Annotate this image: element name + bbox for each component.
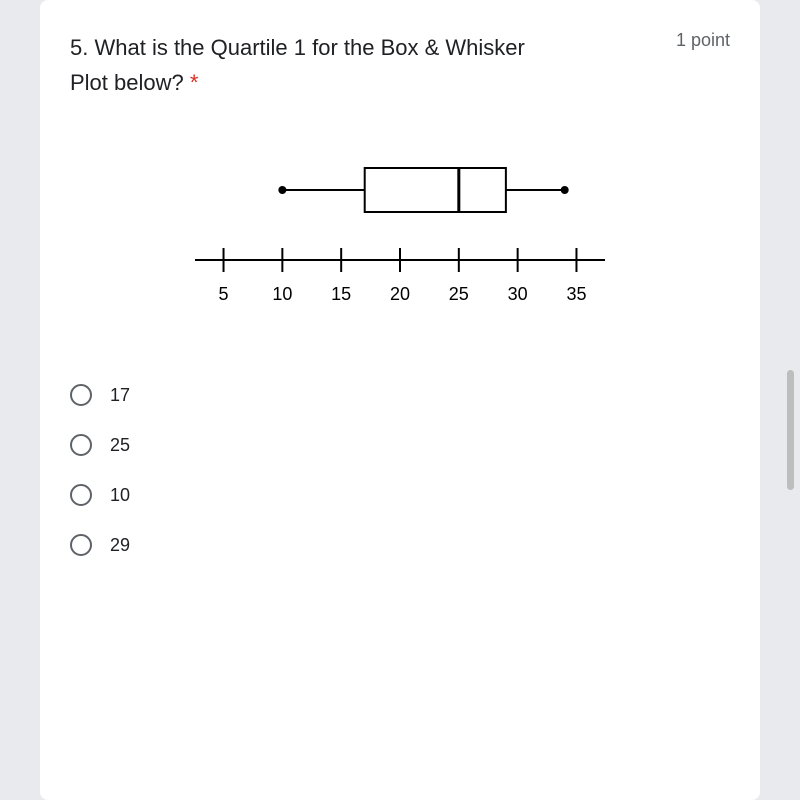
svg-text:30: 30	[508, 284, 528, 304]
question-text: 5. What is the Quartile 1 for the Box & …	[70, 30, 656, 100]
option-2[interactable]: 10	[70, 470, 730, 520]
required-asterisk: *	[190, 70, 199, 95]
option-label: 25	[110, 435, 130, 456]
radio-icon	[70, 434, 92, 456]
svg-text:15: 15	[331, 284, 351, 304]
boxplot-container: 5 10 15 20 25 30 35	[180, 150, 620, 330]
question-header: 5. What is the Quartile 1 for the Box & …	[70, 30, 730, 100]
svg-text:5: 5	[219, 284, 229, 304]
question-line2: Plot below?	[70, 70, 184, 95]
svg-text:10: 10	[272, 284, 292, 304]
question-line1: What is the Quartile 1 for the Box & Whi…	[94, 35, 524, 60]
scrollbar-thumb[interactable]	[787, 370, 794, 490]
boxplot-chart: 5 10 15 20 25 30 35	[180, 150, 620, 330]
svg-text:25: 25	[449, 284, 469, 304]
svg-text:35: 35	[566, 284, 586, 304]
question-card: 5. What is the Quartile 1 for the Box & …	[40, 0, 760, 800]
option-label: 10	[110, 485, 130, 506]
option-0[interactable]: 17	[70, 370, 730, 420]
radio-icon	[70, 534, 92, 556]
option-label: 17	[110, 385, 130, 406]
option-1[interactable]: 25	[70, 420, 730, 470]
points-label: 1 point	[676, 30, 730, 51]
svg-text:20: 20	[390, 284, 410, 304]
question-number: 5.	[70, 35, 88, 60]
radio-icon	[70, 384, 92, 406]
radio-icon	[70, 484, 92, 506]
answer-options: 17 25 10 29	[70, 370, 730, 570]
option-label: 29	[110, 535, 130, 556]
option-3[interactable]: 29	[70, 520, 730, 570]
